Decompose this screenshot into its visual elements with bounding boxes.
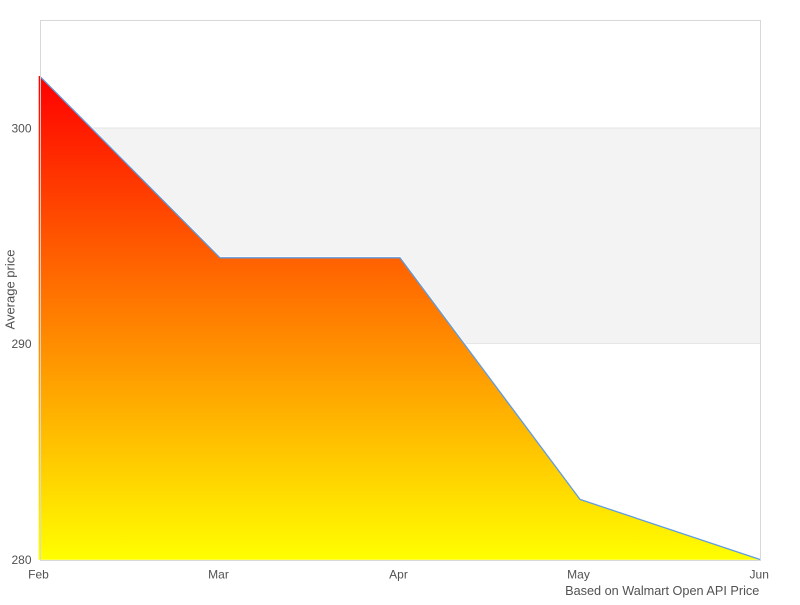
svg-text:Jun: Jun <box>750 567 769 581</box>
svg-text:Apr: Apr <box>389 567 408 581</box>
svg-text:Feb: Feb <box>28 567 49 581</box>
svg-text:Based on Walmart Open API Pric: Based on Walmart Open API Price <box>565 584 759 598</box>
svg-text:290: 290 <box>11 337 31 351</box>
svg-text:300: 300 <box>11 122 31 136</box>
svg-text:May: May <box>567 567 590 581</box>
svg-text:Average price: Average price <box>3 250 18 330</box>
svg-text:280: 280 <box>11 553 31 567</box>
svg-text:Mar: Mar <box>208 567 229 581</box>
